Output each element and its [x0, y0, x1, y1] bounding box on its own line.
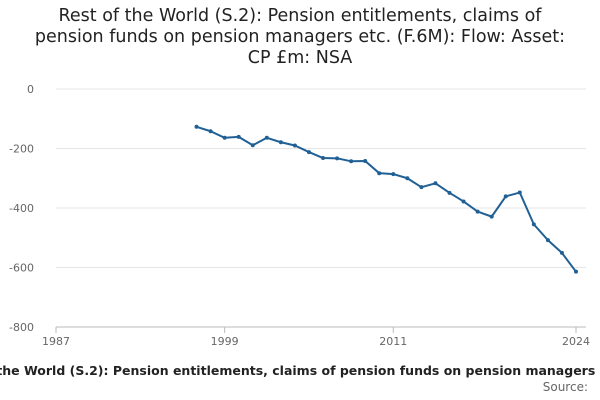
data-point — [208, 129, 213, 134]
source-label: Source: — [542, 380, 588, 394]
data-point — [306, 150, 311, 155]
x-tick-label: 1987 — [42, 335, 70, 348]
y-tick-label: 0 — [27, 83, 34, 96]
y-tick-label: -600 — [9, 262, 34, 275]
y-tick-label: -200 — [9, 143, 34, 156]
data-point — [349, 159, 354, 164]
x-tick-label: 1999 — [211, 335, 239, 348]
data-point — [545, 238, 550, 243]
grid-layer — [56, 88, 586, 328]
data-point — [433, 181, 438, 186]
data-point — [278, 140, 283, 145]
y-tick-label: -400 — [9, 202, 34, 215]
x-tick-label: 2024 — [562, 335, 590, 348]
data-point — [292, 143, 297, 148]
data-point — [574, 269, 578, 274]
data-point — [321, 156, 326, 161]
data-point — [250, 143, 255, 148]
data-point — [363, 158, 368, 163]
data-point — [559, 250, 564, 255]
data-point — [335, 156, 340, 161]
data-point — [475, 209, 480, 214]
data-point — [194, 124, 199, 129]
data-point — [447, 190, 452, 195]
series-line — [196, 125, 577, 273]
data-point — [405, 176, 410, 181]
data-point — [489, 214, 494, 219]
data-point — [264, 135, 269, 140]
data-point — [503, 194, 508, 199]
data-point — [391, 172, 396, 177]
y-tick-label: -800 — [9, 321, 34, 334]
data-point — [377, 171, 382, 176]
axis-layer: 0 -200 -400 -600 -800 1987 1999 2011 2024 — [9, 83, 590, 348]
data-point — [517, 190, 522, 195]
chart-title-line-3: CP £m: NSA — [247, 48, 353, 68]
series-layer — [194, 124, 578, 274]
data-point — [236, 134, 241, 139]
data-point — [222, 135, 227, 140]
legend: Rest of the World (S.2): Pension entitle… — [0, 363, 600, 381]
data-point — [531, 222, 536, 227]
data-point — [461, 199, 466, 204]
data-point — [419, 185, 424, 190]
x-tick-label: 2011 — [379, 335, 407, 348]
chart-title-line-1: Rest of the World (S.2): Pension entitle… — [58, 6, 542, 26]
chart-title-line-2: pension funds on pension managers etc. (… — [34, 27, 566, 47]
chart-title: Rest of the World (S.2): Pension entitle… — [0, 6, 600, 69]
legend-label: Rest of the World (S.2): Pension entitle… — [0, 363, 600, 378]
